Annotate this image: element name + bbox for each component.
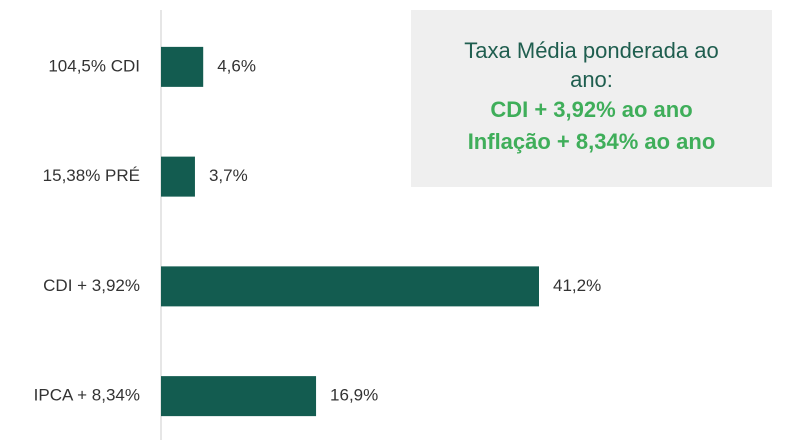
annotation-line: Inflação + 8,34% ao ano xyxy=(467,129,716,154)
bar xyxy=(161,156,195,197)
value-label: 4,6% xyxy=(217,56,256,75)
category-label: CDI + 3,92% xyxy=(43,276,140,295)
bar xyxy=(161,46,204,87)
bar xyxy=(161,266,539,307)
annotation-box: Taxa Média ponderada ao ano: CDI + 3,92%… xyxy=(411,10,772,187)
bar xyxy=(161,376,317,417)
value-label: 16,9% xyxy=(330,386,378,405)
annotation-line: CDI + 3,92% ao ano xyxy=(490,97,693,122)
category-label: IPCA + 8,34% xyxy=(34,386,140,405)
category-label: 15,38% PRÉ xyxy=(43,166,140,185)
value-label: 3,7% xyxy=(209,166,248,185)
category-label: 104,5% CDI xyxy=(48,56,140,75)
annotation-title: Taxa Média ponderada ao ano: xyxy=(464,38,719,92)
value-label: 41,2% xyxy=(553,276,601,295)
